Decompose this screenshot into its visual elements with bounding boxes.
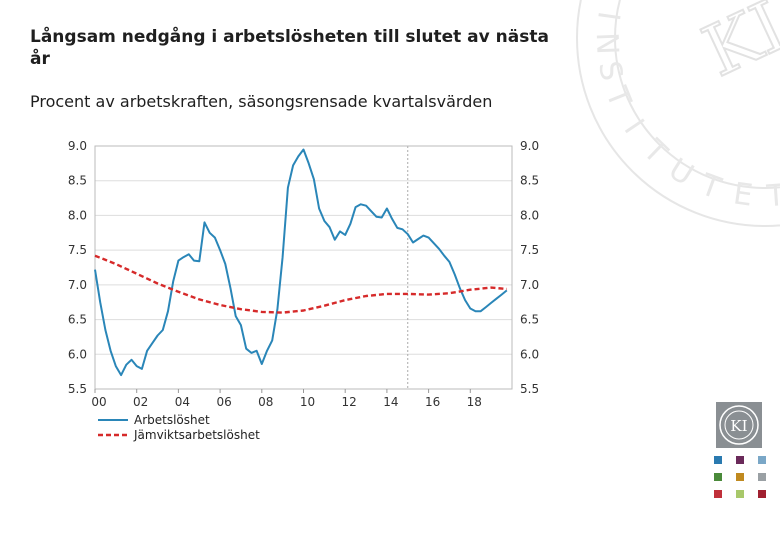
color-swatch [758, 473, 766, 481]
y-tick-label-right: 7.5 [520, 243, 539, 257]
y-tick-label-left: 8.5 [68, 174, 87, 188]
color-swatch [736, 473, 744, 481]
x-tick-label: 06 [216, 395, 231, 409]
legend-label: Jämviktsarbetslöshet [133, 428, 260, 442]
chart-title: Långsam nedgång i arbetslösheten till sl… [30, 27, 549, 69]
y-tick-label-right: 5.5 [520, 382, 539, 396]
y-tick-label-left: 9.0 [68, 139, 87, 153]
x-tick-label: 18 [467, 395, 482, 409]
x-tick-label: 16 [425, 395, 440, 409]
x-tick-label: 08 [258, 395, 273, 409]
y-tick-label-right: 7.0 [520, 278, 539, 292]
chart-subtitle: Procent av arbetskraften, säsongsrensade… [30, 92, 493, 111]
y-tick-label-right: 8.0 [520, 208, 539, 222]
x-tick-label: 04 [175, 395, 190, 409]
color-swatch [736, 456, 744, 464]
plot-frame [94, 145, 513, 390]
y-tick-label-right: 6.5 [520, 313, 539, 327]
ki-logo: KI [716, 402, 762, 448]
y-tick-label-right: 9.0 [520, 139, 539, 153]
series-line-jamviktsarbetsloshet [94, 254, 507, 314]
color-swatch [714, 490, 722, 498]
x-tick-label: 12 [342, 395, 357, 409]
color-swatch [758, 456, 766, 464]
color-swatch [714, 456, 722, 464]
color-swatch [736, 490, 744, 498]
x-tick-label: 02 [133, 395, 148, 409]
y-tick-label-left: 7.5 [68, 243, 87, 257]
y-tick-label-left: 6.5 [68, 313, 87, 327]
legend-label: Arbetslöshet [134, 413, 210, 427]
logo-monogram: KI [730, 417, 747, 435]
y-tick-label-right: 8.5 [520, 174, 539, 188]
x-tick-label: 14 [383, 395, 398, 409]
watermark-letter: E [731, 176, 755, 213]
y-tick-label-left: 6.0 [68, 347, 87, 361]
watermark-letter: T [765, 178, 780, 214]
x-tick-label: 10 [300, 395, 315, 409]
color-swatch [714, 473, 722, 481]
y-tick-label-left: 8.0 [68, 208, 87, 222]
series-line-arbetsloshet [94, 148, 508, 377]
x-tick-label: 00 [91, 395, 106, 409]
watermark-letter: N [589, 32, 625, 56]
y-tick-label-left: 7.0 [68, 278, 87, 292]
y-tick-label-right: 6.0 [520, 347, 539, 361]
color-swatch [758, 490, 766, 498]
y-tick-label-left: 5.5 [68, 382, 87, 396]
